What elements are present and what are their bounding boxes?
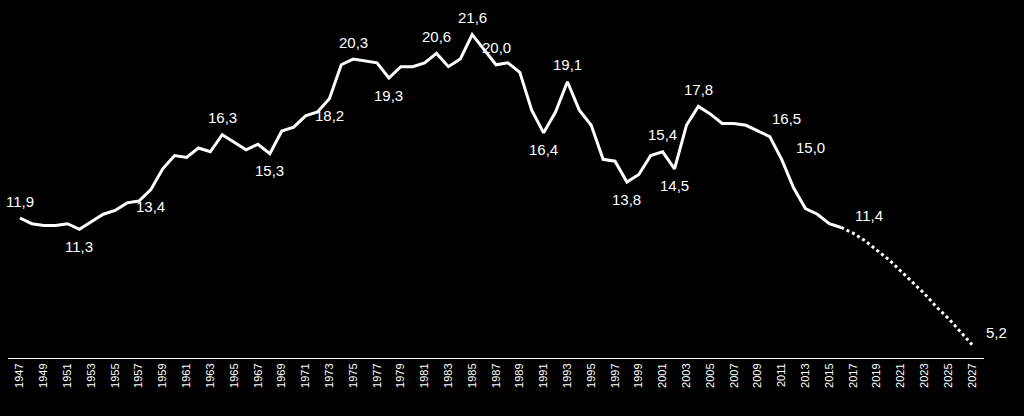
svg-text:2025: 2025 [942,363,954,387]
svg-text:11,3: 11,3 [65,238,93,255]
svg-text:2015: 2015 [823,363,835,387]
svg-text:20,3: 20,3 [339,34,368,51]
svg-text:20,6: 20,6 [422,28,451,45]
svg-text:2027: 2027 [966,363,978,387]
svg-text:1983: 1983 [442,363,454,387]
svg-text:1965: 1965 [228,363,240,387]
svg-text:15,4: 15,4 [648,126,677,143]
svg-text:15,0: 15,0 [796,139,825,156]
svg-text:2007: 2007 [728,363,740,387]
svg-text:1987: 1987 [490,363,502,387]
svg-text:13,4: 13,4 [136,198,165,215]
svg-text:1957: 1957 [133,363,145,387]
svg-text:16,4: 16,4 [529,141,558,158]
svg-text:1959: 1959 [156,363,168,387]
svg-text:20,0: 20,0 [482,39,511,56]
svg-text:5,2: 5,2 [986,324,1007,341]
svg-text:1953: 1953 [85,363,97,387]
svg-text:1973: 1973 [323,363,335,387]
svg-text:16,3: 16,3 [208,109,237,126]
svg-text:1999: 1999 [632,363,644,387]
svg-text:18,2: 18,2 [315,107,344,124]
svg-text:1961: 1961 [180,363,192,387]
svg-text:1993: 1993 [561,363,573,387]
svg-text:2023: 2023 [918,363,930,387]
svg-text:15,3: 15,3 [255,162,284,179]
svg-text:1971: 1971 [299,363,311,387]
svg-text:1979: 1979 [394,363,406,387]
svg-text:1949: 1949 [37,363,49,387]
svg-text:2011: 2011 [775,363,787,387]
svg-text:21,6: 21,6 [458,9,487,26]
svg-text:14,5: 14,5 [660,177,689,194]
svg-text:2005: 2005 [704,363,716,387]
svg-text:2009: 2009 [751,363,763,387]
svg-text:2019: 2019 [870,363,882,387]
svg-text:1989: 1989 [513,363,525,387]
svg-text:2013: 2013 [799,363,811,387]
svg-text:1967: 1967 [252,363,264,387]
svg-text:1947: 1947 [13,363,25,387]
svg-text:17,8: 17,8 [684,81,713,98]
svg-text:1997: 1997 [609,363,621,387]
svg-text:2017: 2017 [847,363,859,387]
svg-text:13,8: 13,8 [612,191,641,208]
svg-text:2021: 2021 [894,363,906,387]
svg-text:1951: 1951 [61,363,73,387]
svg-text:1963: 1963 [204,363,216,387]
svg-text:2003: 2003 [680,363,692,387]
svg-text:1975: 1975 [347,363,359,387]
svg-text:1995: 1995 [585,363,597,387]
svg-text:1955: 1955 [109,363,121,387]
svg-text:1969: 1969 [275,363,287,387]
svg-text:19,3: 19,3 [374,87,403,104]
svg-text:1991: 1991 [537,363,549,387]
svg-text:11,9: 11,9 [6,193,34,210]
svg-text:2001: 2001 [656,363,668,387]
svg-text:16,5: 16,5 [772,110,801,127]
svg-text:19,1: 19,1 [553,56,582,73]
svg-text:1977: 1977 [371,363,383,387]
svg-text:1981: 1981 [418,363,430,387]
svg-text:11,4: 11,4 [855,207,883,224]
svg-text:1985: 1985 [466,363,478,387]
